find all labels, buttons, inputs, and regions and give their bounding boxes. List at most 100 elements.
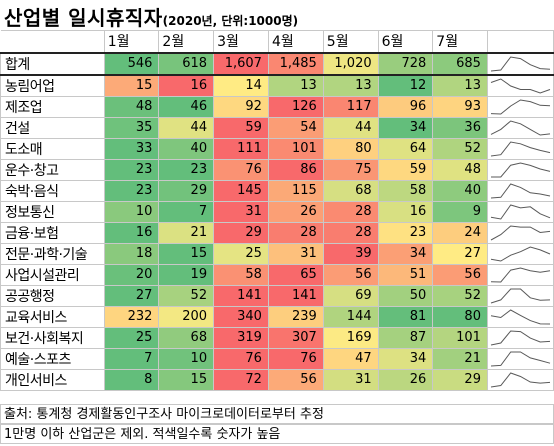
value-cell[interactable]: 52: [432, 284, 488, 307]
value-cell[interactable]: 31: [322, 368, 379, 391]
sparkline-cell[interactable]: [486, 347, 554, 370]
value-cell[interactable]: 69: [322, 284, 379, 307]
value-cell[interactable]: 56: [267, 368, 324, 391]
value-cell[interactable]: 56: [322, 263, 379, 286]
value-cell[interactable]: 16: [158, 74, 215, 97]
value-cell[interactable]: 44: [322, 116, 379, 139]
value-cell[interactable]: 35: [103, 116, 160, 139]
value-cell[interactable]: 1,607: [213, 52, 269, 76]
value-cell[interactable]: 25: [213, 242, 269, 265]
row-label[interactable]: 도소매: [0, 137, 105, 160]
value-cell[interactable]: 18: [103, 242, 160, 265]
value-cell[interactable]: 39: [322, 242, 379, 265]
month-header[interactable]: 1월: [103, 30, 160, 54]
value-cell[interactable]: 31: [267, 242, 324, 265]
sparkline-cell[interactable]: [486, 95, 554, 118]
value-cell[interactable]: 29: [432, 368, 488, 391]
value-cell[interactable]: 7: [103, 347, 160, 370]
value-cell[interactable]: 28: [322, 200, 379, 223]
value-cell[interactable]: 200: [158, 305, 215, 328]
value-cell[interactable]: 64: [377, 137, 434, 160]
value-cell[interactable]: 36: [432, 116, 488, 139]
sparkline-cell[interactable]: [486, 179, 554, 202]
value-cell[interactable]: 145: [213, 179, 269, 202]
row-label[interactable]: 제조업: [0, 95, 105, 118]
value-cell[interactable]: 31: [213, 200, 269, 223]
value-cell[interactable]: 48: [432, 158, 488, 181]
value-cell[interactable]: 76: [213, 158, 269, 181]
month-header[interactable]: 7월: [432, 30, 488, 54]
value-cell[interactable]: 141: [213, 284, 269, 307]
value-cell[interactable]: 68: [158, 326, 215, 349]
value-cell[interactable]: 86: [267, 158, 324, 181]
sparkline-cell[interactable]: [486, 158, 554, 181]
row-label[interactable]: 운수·창고: [0, 158, 105, 181]
value-cell[interactable]: 47: [322, 347, 379, 370]
row-label[interactable]: 보건·사회복지: [0, 326, 105, 349]
sparkline-cell[interactable]: [486, 284, 554, 307]
value-cell[interactable]: 34: [377, 116, 434, 139]
value-cell[interactable]: 52: [158, 284, 215, 307]
value-cell[interactable]: 10: [103, 200, 160, 223]
value-cell[interactable]: 1,020: [322, 52, 379, 76]
month-header[interactable]: 6월: [377, 30, 434, 54]
value-cell[interactable]: 685: [432, 52, 488, 76]
value-cell[interactable]: 56: [432, 263, 488, 286]
row-label[interactable]: 합계: [0, 52, 105, 76]
value-cell[interactable]: 58: [213, 263, 269, 286]
value-cell[interactable]: 20: [103, 263, 160, 286]
value-cell[interactable]: 15: [103, 74, 160, 97]
value-cell[interactable]: 25: [103, 326, 160, 349]
value-cell[interactable]: 65: [267, 263, 324, 286]
value-cell[interactable]: 50: [377, 284, 434, 307]
value-cell[interactable]: 546: [103, 52, 160, 76]
value-cell[interactable]: 15: [158, 368, 215, 391]
value-cell[interactable]: 169: [322, 326, 379, 349]
value-cell[interactable]: 72: [213, 368, 269, 391]
value-cell[interactable]: 16: [103, 221, 160, 244]
row-label[interactable]: 금융·보험: [0, 221, 105, 244]
value-cell[interactable]: 15: [158, 242, 215, 265]
value-cell[interactable]: 126: [267, 95, 324, 118]
value-cell[interactable]: 14: [213, 74, 269, 97]
value-cell[interactable]: 59: [213, 116, 269, 139]
value-cell[interactable]: 92: [213, 95, 269, 118]
month-header[interactable]: 4월: [267, 30, 324, 54]
value-cell[interactable]: 27: [103, 284, 160, 307]
value-cell[interactable]: 87: [377, 326, 434, 349]
row-label[interactable]: 교육서비스: [0, 305, 105, 328]
value-cell[interactable]: 23: [158, 158, 215, 181]
value-cell[interactable]: 13: [432, 74, 488, 97]
value-cell[interactable]: 80: [322, 137, 379, 160]
value-cell[interactable]: 68: [322, 179, 379, 202]
value-cell[interactable]: 115: [267, 179, 324, 202]
value-cell[interactable]: 21: [158, 221, 215, 244]
value-cell[interactable]: 13: [267, 74, 324, 97]
value-cell[interactable]: 21: [432, 347, 488, 370]
value-cell[interactable]: 44: [158, 116, 215, 139]
value-cell[interactable]: 12: [377, 74, 434, 97]
row-label[interactable]: 개인서비스: [0, 368, 105, 391]
value-cell[interactable]: 239: [267, 305, 324, 328]
value-cell[interactable]: 29: [158, 179, 215, 202]
value-cell[interactable]: 58: [377, 179, 434, 202]
value-cell[interactable]: 46: [158, 95, 215, 118]
month-header[interactable]: 5월: [322, 30, 379, 54]
value-cell[interactable]: 728: [377, 52, 434, 76]
sparkline-cell[interactable]: [486, 221, 554, 244]
value-cell[interactable]: 340: [213, 305, 269, 328]
value-cell[interactable]: 75: [322, 158, 379, 181]
value-cell[interactable]: 111: [213, 137, 269, 160]
value-cell[interactable]: 232: [103, 305, 160, 328]
value-cell[interactable]: 96: [377, 95, 434, 118]
sparkline-cell[interactable]: [486, 116, 554, 139]
value-cell[interactable]: 10: [158, 347, 215, 370]
value-cell[interactable]: 618: [158, 52, 215, 76]
value-cell[interactable]: 40: [432, 179, 488, 202]
value-cell[interactable]: 40: [158, 137, 215, 160]
value-cell[interactable]: 101: [267, 137, 324, 160]
value-cell[interactable]: 34: [377, 242, 434, 265]
value-cell[interactable]: 23: [377, 221, 434, 244]
row-label[interactable]: 숙박·음식: [0, 179, 105, 202]
value-cell[interactable]: 28: [267, 221, 324, 244]
